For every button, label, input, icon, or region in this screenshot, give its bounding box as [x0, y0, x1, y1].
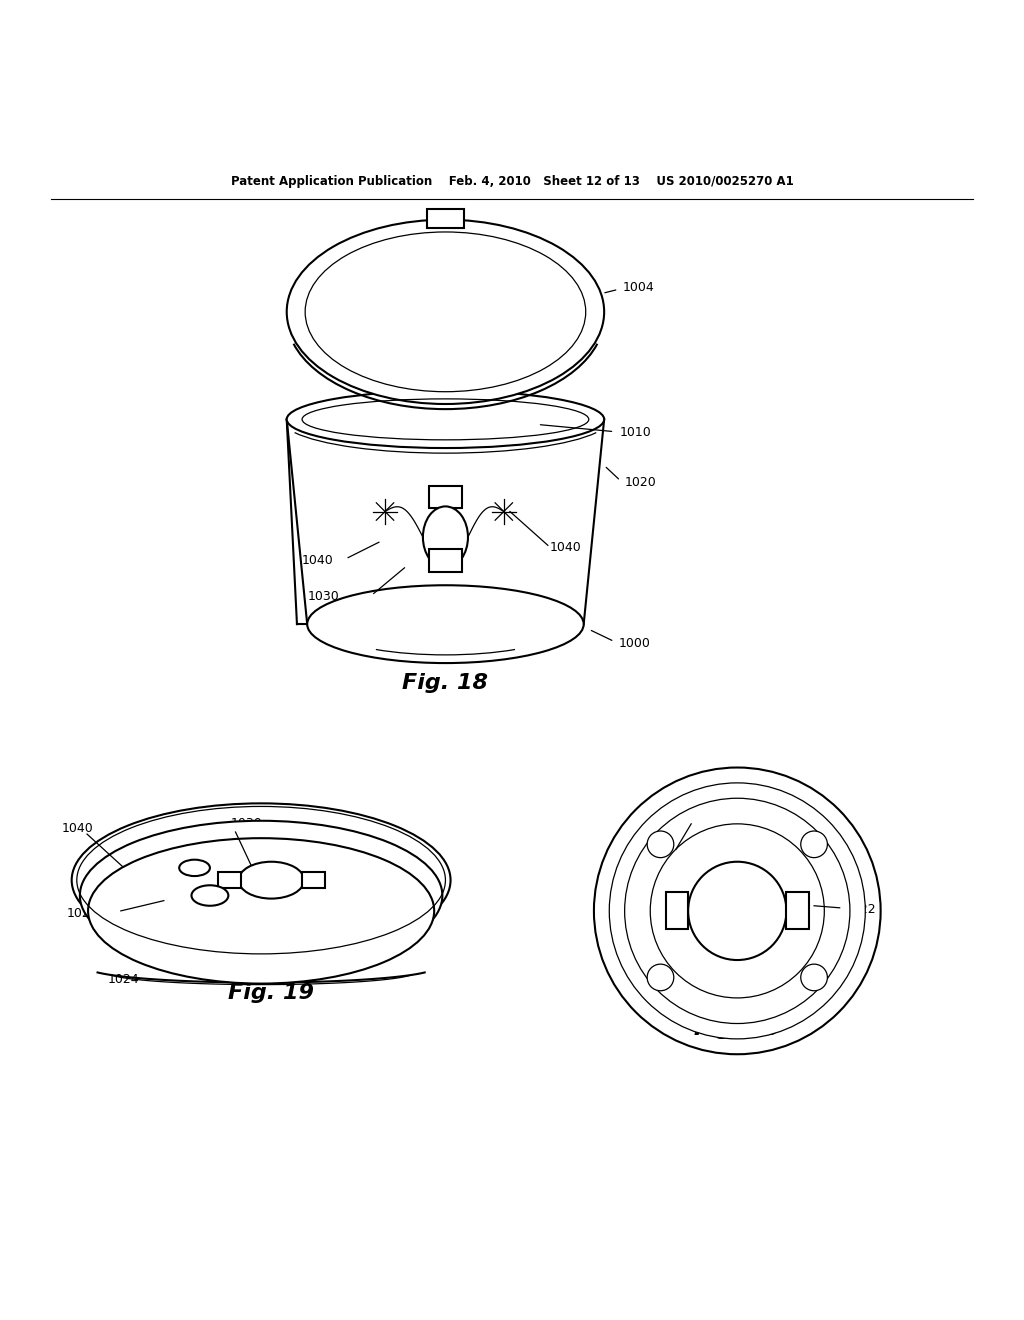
Text: 1023: 1023 — [671, 809, 702, 822]
Text: Fig. 19: Fig. 19 — [228, 983, 314, 1003]
FancyBboxPatch shape — [218, 873, 241, 888]
Text: 1024: 1024 — [108, 973, 139, 986]
Ellipse shape — [625, 799, 850, 1023]
FancyBboxPatch shape — [666, 892, 688, 929]
Ellipse shape — [239, 862, 304, 899]
FancyBboxPatch shape — [429, 549, 462, 572]
Text: 1010: 1010 — [620, 426, 651, 440]
Ellipse shape — [88, 838, 434, 983]
Ellipse shape — [179, 859, 210, 876]
Ellipse shape — [647, 964, 674, 991]
Text: 1040: 1040 — [302, 554, 334, 568]
Text: Fig. 18: Fig. 18 — [402, 672, 488, 693]
Text: 1040: 1040 — [61, 822, 93, 836]
FancyBboxPatch shape — [429, 486, 462, 508]
Text: 1030: 1030 — [230, 817, 262, 830]
Ellipse shape — [307, 585, 584, 663]
Ellipse shape — [423, 507, 468, 568]
Text: 1026: 1026 — [67, 907, 98, 920]
Text: 1020: 1020 — [625, 477, 656, 490]
Ellipse shape — [191, 886, 228, 906]
Text: 1004: 1004 — [623, 281, 654, 294]
Text: 1030: 1030 — [307, 590, 339, 603]
Ellipse shape — [688, 862, 786, 960]
Ellipse shape — [801, 832, 827, 858]
Ellipse shape — [594, 767, 881, 1055]
Ellipse shape — [647, 832, 674, 858]
Text: 1040: 1040 — [550, 541, 582, 554]
Ellipse shape — [287, 391, 604, 447]
Ellipse shape — [80, 821, 442, 970]
FancyBboxPatch shape — [302, 873, 325, 888]
FancyBboxPatch shape — [786, 892, 809, 929]
Ellipse shape — [72, 804, 451, 957]
Ellipse shape — [650, 824, 824, 998]
Text: 1000: 1000 — [618, 638, 650, 651]
FancyBboxPatch shape — [427, 210, 464, 228]
Ellipse shape — [801, 964, 827, 991]
Ellipse shape — [609, 783, 865, 1039]
Text: Fig. 20: Fig. 20 — [694, 1019, 780, 1039]
Text: Patent Application Publication    Feb. 4, 2010   Sheet 12 of 13    US 2010/00252: Patent Application Publication Feb. 4, 2… — [230, 176, 794, 189]
Ellipse shape — [287, 219, 604, 404]
Text: 1022: 1022 — [845, 903, 877, 916]
